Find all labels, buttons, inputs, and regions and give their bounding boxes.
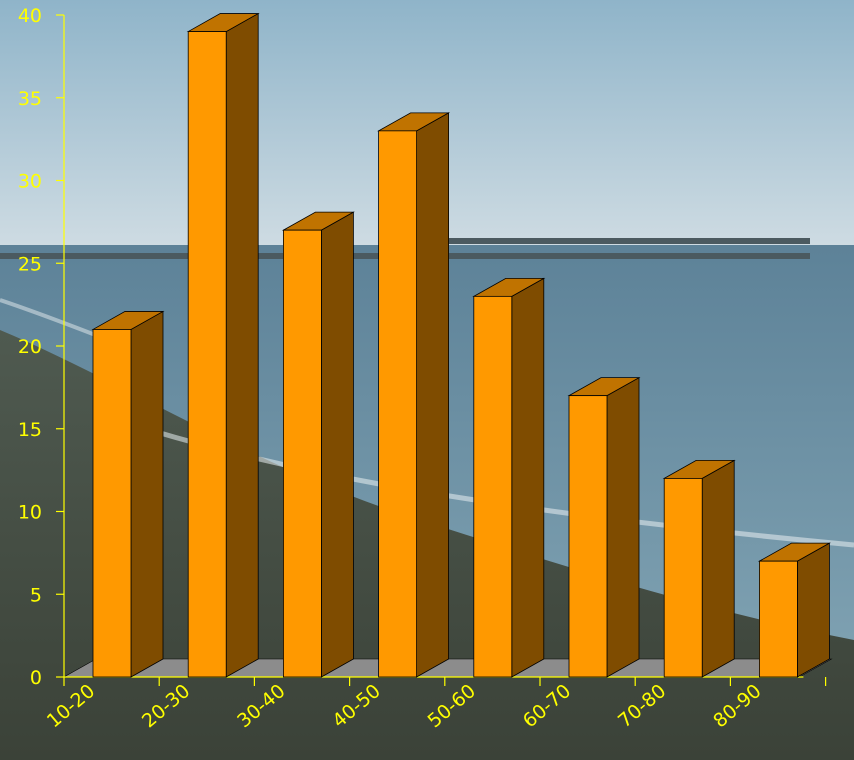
bar-side: [511, 277, 545, 678]
y-tick-label: 10: [18, 502, 42, 524]
bar: [282, 229, 322, 678]
y-tick-label: 5: [30, 584, 42, 606]
bar: [759, 560, 798, 678]
y-tick-label: 30: [18, 171, 42, 193]
y-tick-label: 25: [18, 253, 42, 275]
bar: [568, 395, 608, 678]
bar-side: [606, 376, 640, 678]
bar-side: [320, 211, 354, 678]
y-tick-label: 35: [18, 88, 42, 110]
y-tick-label: 15: [18, 419, 42, 441]
y-tick-label: 40: [18, 5, 42, 27]
bar-side: [416, 112, 450, 678]
bar: [473, 295, 513, 678]
bar-side: [701, 459, 735, 678]
bar-side: [225, 12, 259, 678]
pier-far: [440, 238, 810, 244]
bar: [663, 477, 703, 678]
bar: [378, 130, 418, 678]
y-tick-label: 20: [18, 336, 42, 358]
bar-side: [797, 542, 830, 678]
bar-side: [130, 310, 164, 678]
bar: [187, 31, 227, 678]
y-tick-label: 0: [30, 667, 42, 689]
bar: [92, 329, 132, 678]
